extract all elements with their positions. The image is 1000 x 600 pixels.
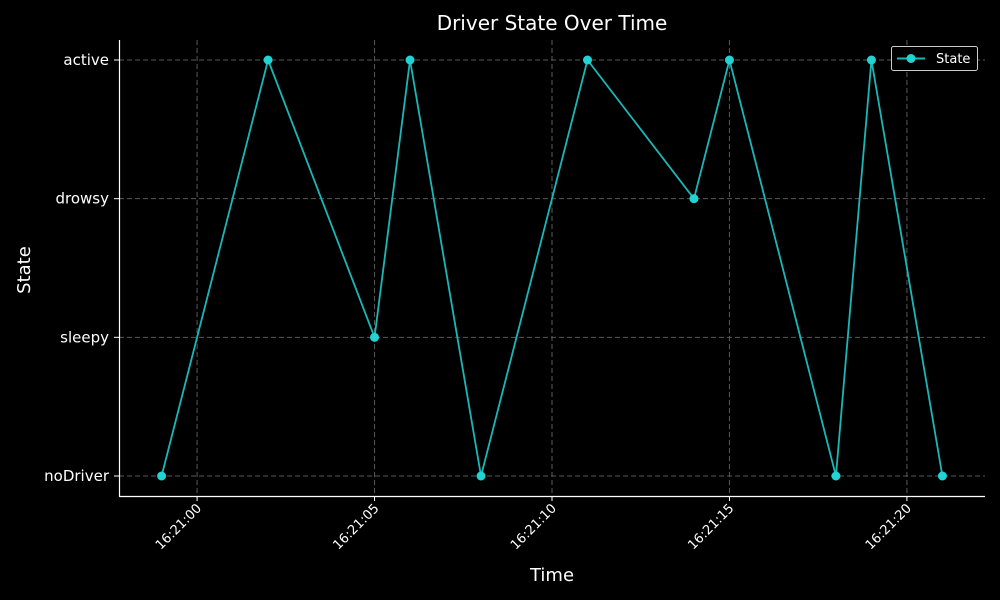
y-tick-label: noDriver — [44, 467, 110, 485]
y-tick-label: sleepy — [60, 328, 109, 346]
data-point — [937, 471, 947, 481]
legend-label: State — [936, 52, 970, 67]
x-axis-label: Time — [529, 565, 574, 586]
x-tick-label: 16:21:10 — [508, 501, 560, 553]
data-point — [866, 55, 876, 65]
y-axis-label: State — [14, 246, 35, 294]
data-point — [582, 55, 592, 65]
y-tick-label: active — [63, 51, 109, 69]
data-point — [689, 194, 699, 204]
x-ticks: 16:21:00 16:21:05 16:21:10 16:21:15 16:21:20 — [153, 496, 915, 553]
data-point — [370, 332, 380, 342]
x-tick-label: 16:21:00 — [153, 501, 205, 553]
data-point — [476, 471, 486, 481]
series-layer — [157, 55, 947, 481]
data-point — [405, 55, 415, 65]
chart-title: Driver State Over Time — [437, 11, 668, 35]
data-point — [724, 55, 734, 65]
data-point — [831, 471, 841, 481]
x-tick-label: 16:21:15 — [685, 501, 737, 553]
data-point — [157, 471, 167, 481]
y-tick-label: drowsy — [56, 190, 110, 208]
x-tick-label: 16:21:05 — [330, 501, 382, 553]
grid-layer — [119, 40, 985, 496]
x-tick-label: 16:21:20 — [863, 501, 915, 553]
legend: State — [891, 46, 978, 71]
data-point — [263, 55, 273, 65]
legend-marker — [906, 54, 916, 63]
legend-box — [891, 46, 978, 71]
y-ticks: noDriver sleepy drowsy active — [44, 51, 119, 485]
